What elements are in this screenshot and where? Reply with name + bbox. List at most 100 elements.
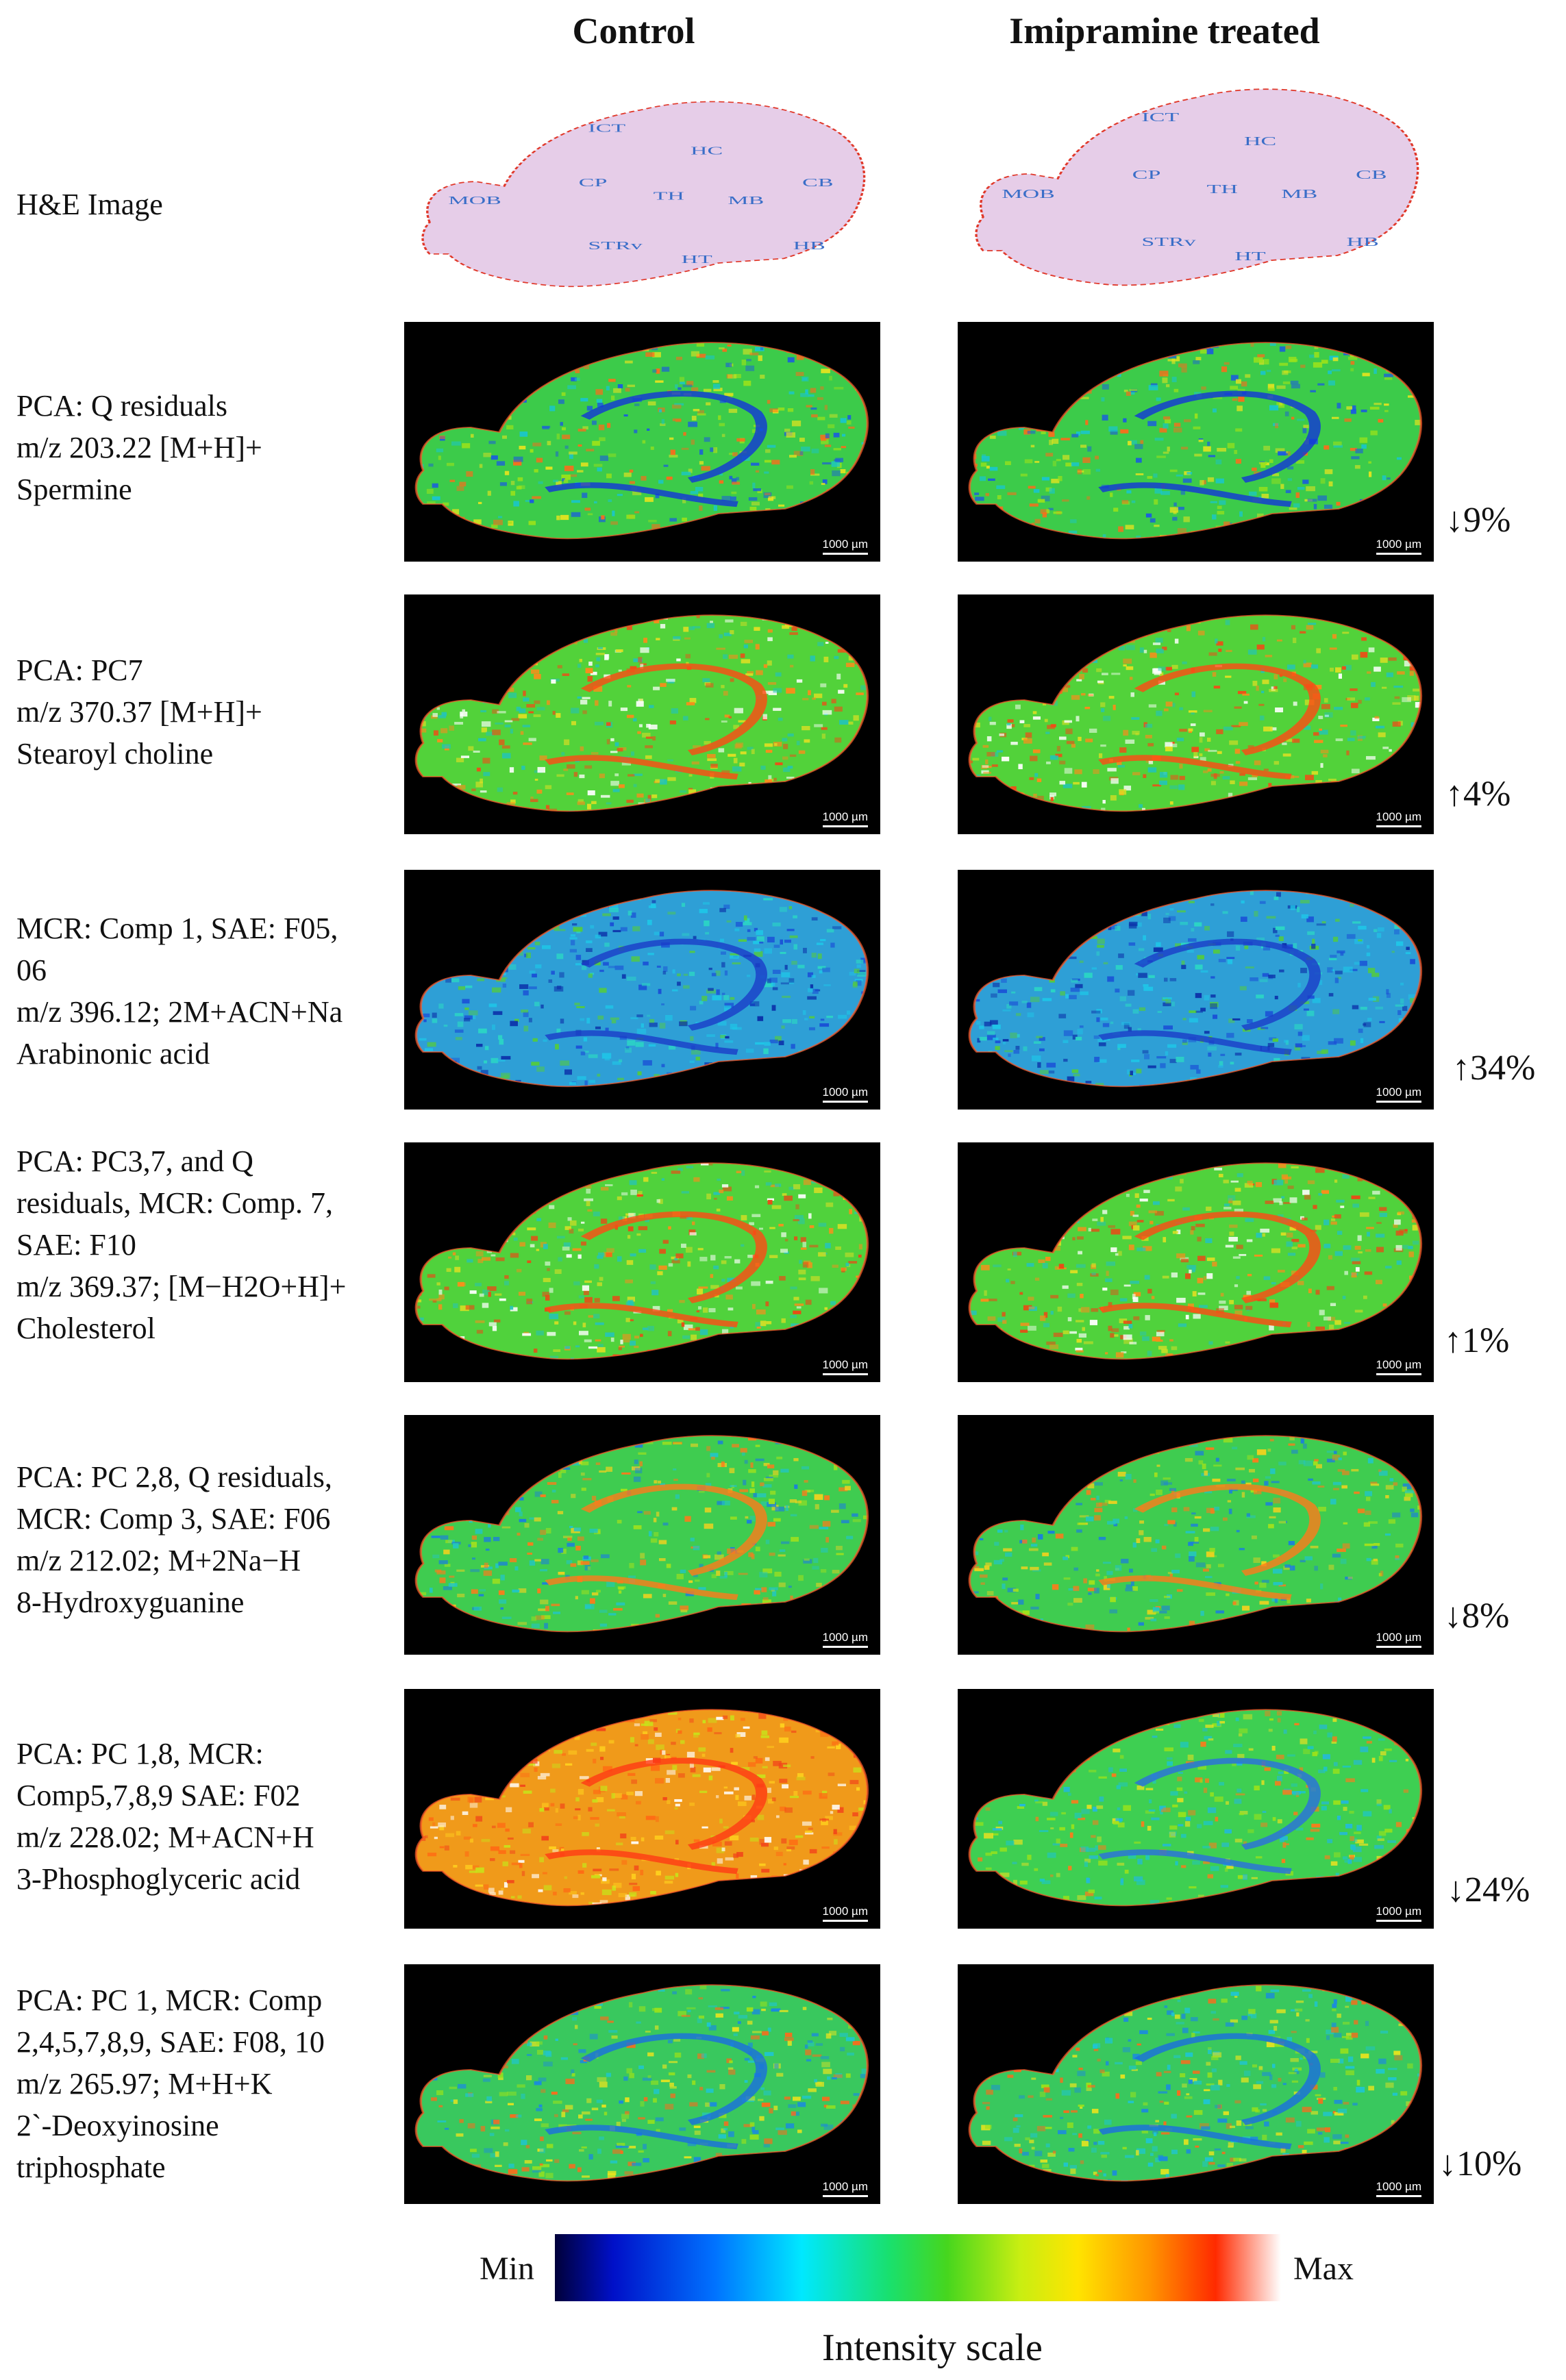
row-label-line: 06 xyxy=(16,953,47,987)
scale-bar-label: 1000 µm xyxy=(1376,1631,1422,1644)
percent-change-5: ↓8% xyxy=(1444,1596,1510,1636)
row-label-line: m/z 203.22 [M+H]+ xyxy=(16,431,262,464)
percent-change-2: ↑4% xyxy=(1445,775,1511,814)
row-label-2: PCA: PC7 m/z 370.37 [M+H]+ Stearoyl cholin… xyxy=(16,649,400,775)
row-label-line: 3-Phosphoglyceric acid xyxy=(16,1862,301,1896)
he-region-label: HB xyxy=(793,239,825,252)
msi-panel-control-3: 1000 µm xyxy=(404,870,880,1110)
msi-panel-treated-5: 1000 µm xyxy=(958,1415,1434,1655)
scale-bar: 1000 µm xyxy=(822,810,869,827)
row-label-line: m/z 228.02; M+ACN+H xyxy=(16,1820,314,1854)
scale-bar-label: 1000 µm xyxy=(822,1086,869,1099)
scale-bar-label: 1000 µm xyxy=(1376,1905,1422,1918)
row-label-line: Spermine xyxy=(16,473,132,506)
scale-bar: 1000 µm xyxy=(822,1086,869,1103)
scale-bar-label: 1000 µm xyxy=(1376,1358,1422,1371)
row-label-line: 2,4,5,7,8,9, SAE: F08, 10 xyxy=(16,2025,325,2059)
he-region-label: STRv xyxy=(588,239,643,252)
msi-panel-treated-3: 1000 µm xyxy=(958,870,1434,1110)
he-region-label: TH xyxy=(1207,182,1238,195)
he-row-label: H&E Image xyxy=(16,188,163,221)
row-label-6: PCA: PC 1,8, MCR: Comp5,7,8,9 SAE: F02 m/z… xyxy=(16,1733,400,1900)
row-label-line: MCR: Comp 1, SAE: F05, xyxy=(16,912,338,945)
row-label-line: Arabinonic acid xyxy=(16,1037,210,1070)
scale-bar: 1000 µm xyxy=(822,538,869,555)
he-region-label: ICT xyxy=(1141,110,1179,123)
row-label-7: PCA: PC 1, MCR: Comp 2,4,5,7,8,9, SAE: F0… xyxy=(16,1979,400,2188)
scale-bar-label: 1000 µm xyxy=(822,1905,869,1918)
row-label-line: m/z 265.97; M+H+K xyxy=(16,2067,273,2101)
he-region-label: HT xyxy=(681,253,712,266)
he-region-label: MB xyxy=(728,194,764,207)
scale-bar: 1000 µm xyxy=(1376,1631,1422,1648)
msi-panel-control-6: 1000 µm xyxy=(404,1689,880,1929)
msi-panel-treated-7: 1000 µm xyxy=(958,1964,1434,2204)
scale-bar: 1000 µm xyxy=(1376,1086,1422,1103)
he-region-label: ICT xyxy=(588,122,625,135)
row-label-line: SAE: F10 xyxy=(16,1228,136,1262)
row-label-line: PCA: PC7 xyxy=(16,653,143,687)
row-label-line: PCA: Q residuals xyxy=(16,389,227,423)
msi-panel-treated-6: 1000 µm xyxy=(958,1689,1434,1929)
scale-bar-label: 1000 µm xyxy=(1376,2180,1422,2193)
percent-change-7: ↓10% xyxy=(1439,2144,1522,2183)
row-label-line: 2`-Deoxyinosine xyxy=(16,2109,219,2142)
he-region-label: CP xyxy=(1132,168,1161,181)
msi-panel-control-7: 1000 µm xyxy=(404,1964,880,2204)
he-region-label: HC xyxy=(1244,134,1276,147)
colorbar-min-label: Min xyxy=(480,2251,535,2287)
he-region-label: STRv xyxy=(1141,235,1196,248)
row-label-line: Stearoyl choline xyxy=(16,737,214,771)
msi-panel-control-1: 1000 µm xyxy=(404,322,880,562)
scale-bar-label: 1000 µm xyxy=(1376,1086,1422,1099)
row-label-line: triphosphate xyxy=(16,2151,166,2184)
scale-bar: 1000 µm xyxy=(1376,810,1422,827)
he-region-label: MOB xyxy=(448,194,501,207)
colorbar-max-label: Max xyxy=(1293,2251,1354,2287)
row-label-line: m/z 370.37 [M+H]+ xyxy=(16,695,262,729)
msi-panel-control-4: 1000 µm xyxy=(404,1142,880,1382)
he-region-label: TH xyxy=(654,190,684,203)
scale-bar-label: 1000 µm xyxy=(1376,810,1422,823)
scale-bar-label: 1000 µm xyxy=(1376,538,1422,551)
scale-bar: 1000 µm xyxy=(822,1358,868,1375)
scale-bar-label: 1000 µm xyxy=(822,1631,869,1644)
he-image-treated: ICT HC CP TH MB CB MOB STRv HT HB xyxy=(965,68,1430,308)
he-region-label: CP xyxy=(579,176,608,189)
row-label-line: PCA: PC3,7, and Q xyxy=(16,1144,253,1178)
scale-bar-label: 1000 µm xyxy=(822,538,869,551)
scale-bar-label: 1000 µm xyxy=(822,810,869,823)
msi-panel-treated-1: 1000 µm xyxy=(958,322,1434,562)
msi-panel-treated-2: 1000 µm xyxy=(958,594,1434,834)
intensity-colorbar xyxy=(555,2234,1281,2301)
scale-bar: 1000 µm xyxy=(1376,2180,1422,2197)
scale-bar: 1000 µm xyxy=(1376,1358,1422,1375)
row-label-line: Comp5,7,8,9 SAE: F02 xyxy=(16,1779,301,1812)
row-label-3: MCR: Comp 1, SAE: F05, 06 m/z 396.12; 2M+A… xyxy=(16,907,400,1075)
row-label-1: PCA: Q residuals m/z 203.22 [M+H]+ Spermin… xyxy=(16,385,400,510)
row-label-line: m/z 369.37; [M−H2O+H]+ xyxy=(16,1270,347,1303)
percent-change-1: ↓9% xyxy=(1445,501,1511,540)
column-header-control: Control xyxy=(572,10,695,51)
row-label-line: Cholesterol xyxy=(16,1312,156,1345)
he-region-label: MB xyxy=(1281,187,1317,200)
scale-bar: 1000 µm xyxy=(1376,538,1422,555)
he-region-label: CB xyxy=(802,176,833,189)
row-label-line: PCA: PC 2,8, Q residuals, xyxy=(16,1460,332,1494)
percent-change-3: ↑34% xyxy=(1452,1049,1536,1088)
he-region-label: HC xyxy=(691,145,723,158)
he-region-label: HB xyxy=(1347,235,1379,248)
row-label-line: residuals, MCR: Comp. 7, xyxy=(16,1186,334,1220)
scale-bar: 1000 µm xyxy=(1376,1905,1422,1922)
scale-bar: 1000 µm xyxy=(822,2180,868,2197)
row-label-line: PCA: PC 1, MCR: Comp xyxy=(16,1983,323,2017)
msi-panel-treated-4: 1000 µm xyxy=(958,1142,1434,1382)
msi-panel-control-5: 1000 µm xyxy=(404,1415,880,1655)
row-label-line: 8-Hydroxyguanine xyxy=(16,1586,245,1619)
column-header-treated: Imipramine treated xyxy=(1009,10,1320,51)
percent-change-6: ↓24% xyxy=(1447,1870,1530,1909)
row-label-4: PCA: PC3,7, and Q residuals, MCR: Comp. 7… xyxy=(16,1140,400,1349)
he-image-control: ICT HC CP TH MB CB MOB STRv HT HB xyxy=(411,82,877,308)
row-label-line: MCR: Comp 3, SAE: F06 xyxy=(16,1502,331,1536)
row-label-line: m/z 396.12; 2M+ACN+Na xyxy=(16,995,343,1029)
